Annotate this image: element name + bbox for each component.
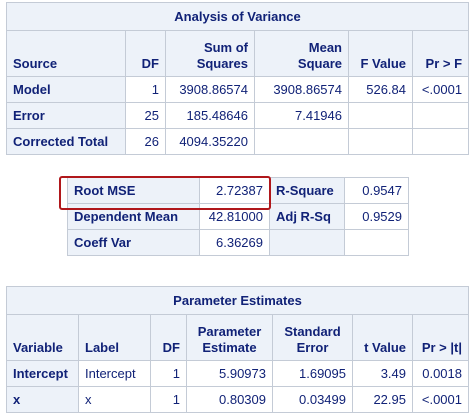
table-row: Intercept Intercept 1 5.90973 1.69095 3.… [6,360,469,387]
cell-df: 1 [150,386,187,413]
header-pr-t: Pr > |t| [412,314,469,361]
table-row: x x 1 0.80309 0.03499 22.95 <.0001 [6,386,469,413]
header-f-value: F Value [348,30,413,77]
dependent-mean-label: Dependent Mean [67,203,200,230]
cell-t-value: 3.49 [352,360,413,387]
table-row: Corrected Total 26 4094.35220 [6,128,470,155]
cell-ms [254,128,349,155]
header-pr-f: Pr > F [411,30,470,77]
cell-f [348,102,413,129]
cell-ms: 3908.86574 [254,76,349,103]
root-mse-value: 2.72387 [199,177,270,204]
header-mean-square: Mean Square [254,30,349,77]
cell-standard-error: 0.03499 [272,386,353,413]
cell-label: Intercept [78,360,151,387]
r-square-value: 0.9547 [344,177,409,204]
cell-p: <.0001 [411,76,470,103]
row-source: Model [6,76,126,103]
cell-p-value: <.0001 [412,386,469,413]
cell-p [411,102,470,129]
header-variable: Variable [6,314,79,361]
row-variable: x [6,386,79,413]
table-row: Dependent Mean 42.81000 Adj R-Sq 0.9529 [67,203,409,230]
table-row: Coeff Var 6.36269 [67,229,409,256]
cell-f [348,128,413,155]
cell-p [411,128,470,155]
cell-df: 1 [150,360,187,387]
parameter-estimates-table: Parameter Estimates Variable Label DF Pa… [6,286,469,413]
cell-estimate: 5.90973 [186,360,273,387]
table-row: Error 25 185.48646 7.41946 [6,102,470,129]
header-sum-of-squares: Sum of Squares [165,30,255,77]
header-t-value: t Value [352,314,413,361]
root-mse-label: Root MSE [67,177,200,204]
r-square-label: R-Square [269,177,345,204]
adj-r-sq-label: Adj R-Sq [269,203,345,230]
cell-t-value: 22.95 [352,386,413,413]
coeff-var-value: 6.36269 [199,229,270,256]
cell-ss: 185.48646 [165,102,255,129]
header-standard-error: Standard Error [272,314,353,361]
dependent-mean-value: 42.81000 [199,203,270,230]
cell-p-value: 0.0018 [412,360,469,387]
cell-ss: 3908.86574 [165,76,255,103]
cell-df: 25 [125,102,166,129]
table-row: Model 1 3908.86574 3908.86574 526.84 <.0… [6,76,470,103]
header-label: Label [78,314,151,361]
row-source: Corrected Total [6,128,126,155]
anova-table: Analysis of Variance Source DF Sum of Squ… [5,2,470,155]
cell-ss: 4094.35220 [165,128,255,155]
cell-df: 26 [125,128,166,155]
cell-f: 526.84 [348,76,413,103]
coeff-var-label: Coeff Var [67,229,200,256]
fit-statistics-table: Root MSE 2.72387 R-Square 0.9547 Depende… [67,177,409,256]
table-row: Root MSE 2.72387 R-Square 0.9547 [67,177,409,204]
header-source: Source [6,30,126,77]
cell-df: 1 [125,76,166,103]
cell-standard-error: 1.69095 [272,360,353,387]
cell-label: x [78,386,151,413]
parameter-estimates-title: Parameter Estimates [6,286,469,315]
row-variable: Intercept [6,360,79,387]
header-parameter-estimate: Parameter Estimate [186,314,273,361]
cell-ms: 7.41946 [254,102,349,129]
empty-value [344,229,409,256]
cell-estimate: 0.80309 [186,386,273,413]
anova-title: Analysis of Variance [5,2,470,31]
row-source: Error [6,102,126,129]
empty-label [269,229,345,256]
header-df: DF [150,314,187,361]
header-df: DF [125,30,166,77]
adj-r-sq-value: 0.9529 [344,203,409,230]
